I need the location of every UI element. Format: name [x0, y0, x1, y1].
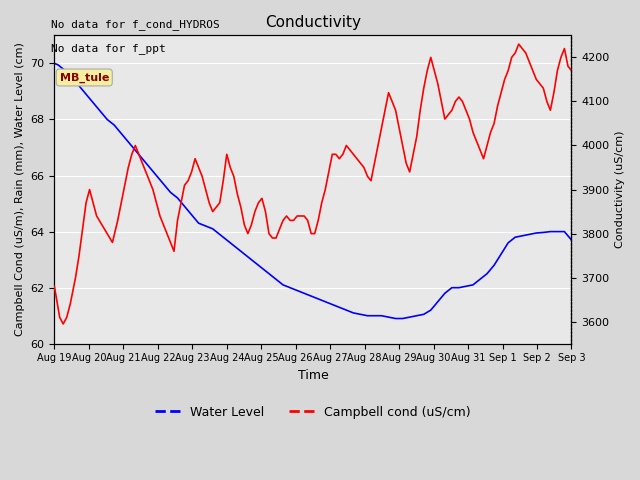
Legend: Water Level, Campbell cond (uS/cm): Water Level, Campbell cond (uS/cm) [150, 401, 476, 424]
Text: No data for f_ppt: No data for f_ppt [51, 43, 166, 54]
Title: Conductivity: Conductivity [265, 15, 361, 30]
Text: MB_tule: MB_tule [60, 72, 109, 83]
Y-axis label: Campbell Cond (uS/m), Rain (mm), Water Level (cm): Campbell Cond (uS/m), Rain (mm), Water L… [15, 43, 25, 336]
Y-axis label: Conductivity (uS/cm): Conductivity (uS/cm) [615, 131, 625, 248]
X-axis label: Time: Time [298, 369, 328, 382]
Text: No data for f_cond_HYDROS: No data for f_cond_HYDROS [51, 19, 220, 30]
